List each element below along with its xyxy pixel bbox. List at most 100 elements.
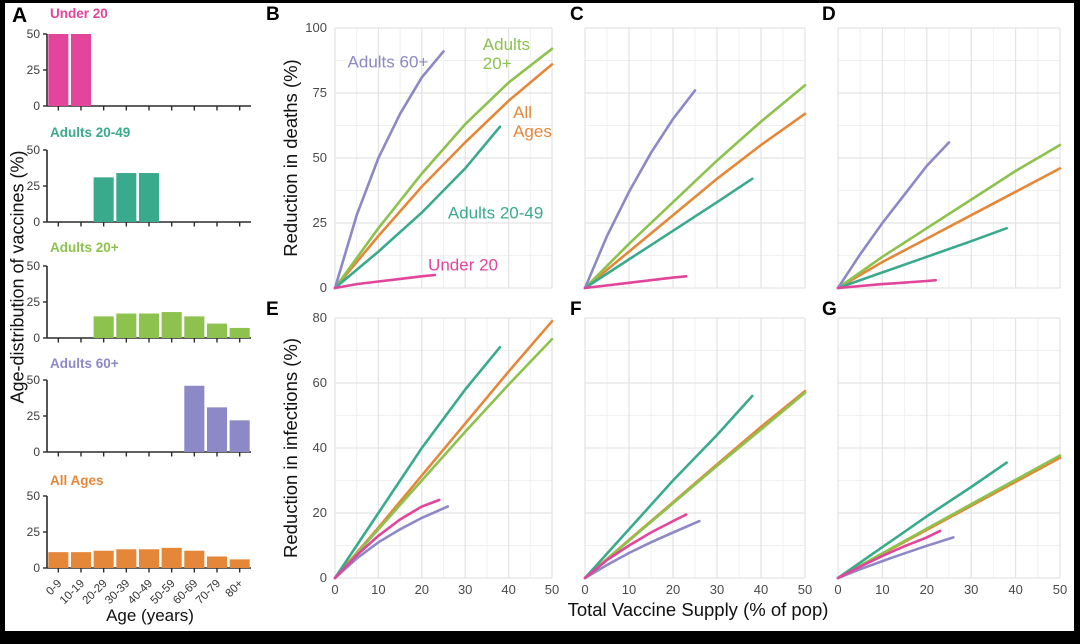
bar	[206, 323, 228, 338]
series-label-adults2049: Adults 20-49	[447, 203, 544, 223]
bar-y-tick-label: 25	[27, 295, 41, 309]
bar-chart-adults60plus: 0 25 50	[27, 373, 251, 459]
line-panel-F	[583, 317, 807, 580]
bar	[70, 552, 92, 568]
bar	[161, 312, 182, 338]
panel-label-e: E	[266, 299, 279, 320]
age-group-label: 70-79	[194, 578, 223, 607]
y-tick-label: 100	[305, 20, 327, 35]
bar-y-tick-label: 50	[27, 489, 41, 503]
line-adults60plus	[583, 89, 697, 290]
line-adults2049	[583, 177, 754, 290]
bar-chart-title-adults60plus: Adults 60+	[50, 356, 119, 371]
line-allages	[836, 167, 1062, 290]
panel-label-a: A	[12, 4, 28, 27]
age-group-label: 20-29	[80, 578, 109, 607]
bar	[116, 173, 137, 222]
x-tick-label: 10	[875, 582, 890, 597]
line-panel-C	[583, 27, 807, 290]
bar-y-tick-label: 50	[27, 27, 41, 41]
y-tick-label: 60	[312, 375, 327, 390]
series-label-under20: Under 20	[428, 255, 498, 275]
bar-chart-adults20plus: 0 25 50	[27, 259, 251, 345]
bar-y-tick-label: 25	[27, 179, 41, 193]
x-tick-label: 0	[581, 582, 589, 597]
y-tick-label: 25	[312, 215, 327, 230]
age-group-label: 60-69	[171, 578, 200, 607]
bar-chart-title-allages: All Ages	[50, 473, 104, 488]
line-adults60plus	[836, 141, 951, 290]
bar	[184, 316, 205, 338]
bar	[116, 549, 137, 568]
x-tick-label: 10	[371, 582, 386, 597]
bar	[116, 313, 137, 338]
panel-label-g: G	[822, 299, 837, 320]
bar	[93, 316, 114, 338]
bar-y-tick-label: 0	[33, 331, 40, 345]
bar	[48, 552, 69, 568]
bar	[138, 549, 160, 568]
bar	[161, 547, 182, 568]
age-group-label: 10-19	[58, 578, 87, 607]
x-tick-label: 0	[331, 582, 339, 597]
age-group-label: 40-49	[126, 578, 155, 607]
bar	[70, 34, 92, 106]
x-tick-label: 30	[709, 582, 725, 597]
age-group-label: 30-39	[103, 578, 132, 607]
x-tick-label: 40	[1008, 582, 1023, 597]
bar-chart-adults2049: 0 25 50	[27, 143, 251, 229]
bar	[229, 327, 250, 338]
x-tick-label: 0	[834, 582, 842, 597]
line-adults2049	[836, 226, 1008, 290]
line-adults2049	[583, 394, 754, 580]
bar	[93, 177, 114, 222]
bar-chart-title-adults2049: Adults 20-49	[50, 125, 131, 140]
bar-y-tick-label: 50	[27, 373, 41, 387]
line-adults20plus	[333, 47, 554, 290]
bar	[229, 559, 250, 568]
y-tick-label: 0	[319, 280, 327, 295]
x-tick-label: 20	[919, 582, 935, 597]
panel-label-d: D	[822, 4, 836, 25]
line-panel-E	[333, 317, 554, 580]
y-tick-label: 80	[312, 310, 327, 325]
x-tick-label: 50	[544, 582, 560, 597]
x-tick-label: 20	[665, 582, 681, 597]
bar	[184, 385, 205, 452]
line-allages	[583, 112, 807, 290]
axis-label-vaccine-supply: Total Vaccine Supply (% of pop)	[567, 599, 829, 620]
bar	[48, 34, 69, 106]
line-under20	[333, 273, 437, 290]
bar-chart-under20: 0 25 50	[27, 27, 251, 113]
bar	[184, 550, 205, 568]
line-adults60plus	[583, 519, 701, 580]
line-panel-G	[836, 317, 1062, 580]
x-tick-label: 30	[457, 582, 473, 597]
series-label-adults60plus: Adults 60+	[347, 52, 429, 72]
line-adults2049	[836, 461, 1008, 580]
x-tick-label: 50	[797, 582, 813, 597]
bar-y-tick-label: 25	[27, 525, 41, 539]
line-adults20plus	[836, 143, 1062, 290]
bar	[138, 173, 160, 222]
bar	[138, 313, 160, 338]
bar	[206, 556, 228, 568]
figure-canvas	[5, 3, 1074, 631]
bar-chart-title-adults20plus: Adults 20+	[50, 240, 119, 255]
age-group-label: 80+	[224, 577, 246, 599]
x-tick-label: 30	[963, 582, 979, 597]
line-under20	[836, 529, 942, 580]
bar-y-tick-label: 0	[33, 561, 40, 575]
bar-y-tick-label: 0	[33, 445, 40, 459]
panel-label-f: F	[570, 299, 582, 320]
series-label-allages: All Ages	[513, 102, 552, 141]
line-adults60plus	[333, 50, 445, 290]
y-tick-label: 50	[312, 150, 327, 165]
panel-label-c: C	[570, 4, 584, 25]
bar-chart-title-under20: Under 20	[50, 6, 108, 21]
line-under20	[583, 513, 688, 580]
line-adults20plus	[583, 83, 807, 290]
panel-label-b: B	[266, 4, 280, 25]
line-under20	[836, 278, 937, 290]
